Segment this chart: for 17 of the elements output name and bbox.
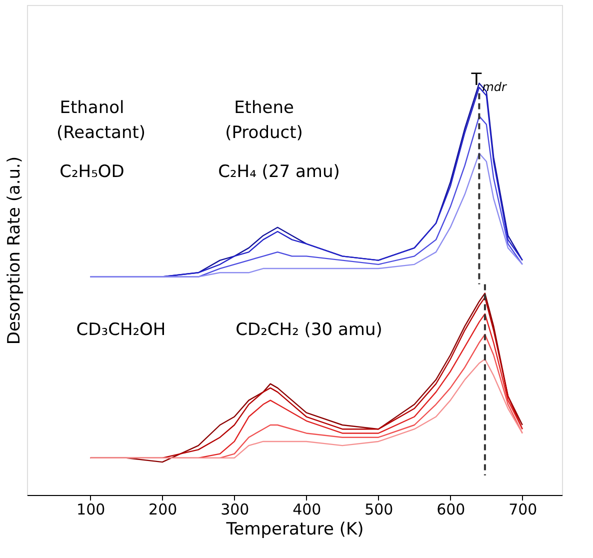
annotation: C₂H₅OD bbox=[60, 162, 124, 182]
annotation: CD₂CH₂ (30 amu) bbox=[236, 320, 382, 340]
x-tick-label: 700 bbox=[508, 500, 538, 518]
annotation: (Reactant) bbox=[56, 123, 146, 143]
y-axis-title: Desorption Rate (a.u.) bbox=[4, 156, 24, 345]
x-tick-label: 200 bbox=[148, 500, 178, 518]
annotation: Ethene bbox=[234, 98, 294, 118]
x-tick-label: 100 bbox=[76, 500, 106, 518]
x-axis-title: Temperature (K) bbox=[225, 520, 364, 540]
annotation: CD₃CH₂OH bbox=[76, 320, 166, 340]
x-tick-label: 600 bbox=[436, 500, 466, 518]
x-tick-label: 400 bbox=[292, 500, 322, 518]
x-tick-label: 500 bbox=[364, 500, 394, 518]
annotation: Ethanol bbox=[60, 98, 124, 118]
x-tick-label: 300 bbox=[220, 500, 250, 518]
annotation: (Product) bbox=[225, 123, 303, 143]
annotation: C₂H₄ (27 amu) bbox=[218, 162, 340, 182]
